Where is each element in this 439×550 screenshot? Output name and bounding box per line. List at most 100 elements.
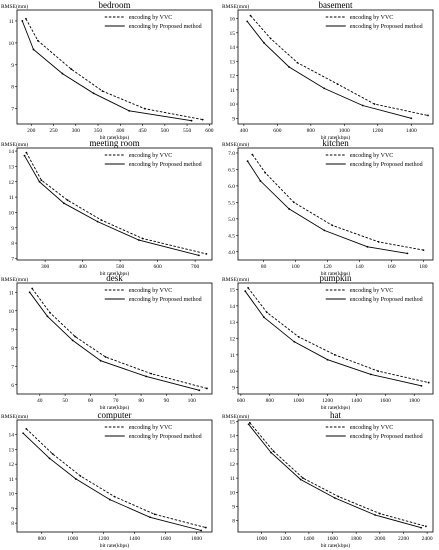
legend-entry: encoding by VVC (129, 288, 173, 294)
data-point (197, 254, 200, 257)
y-tick-label: 10 (9, 492, 15, 498)
data-point (96, 220, 99, 223)
series-line-proposed (22, 432, 202, 531)
x-tick-label: 1600 (160, 536, 171, 542)
x-axis-label: bit rate(kbps) (100, 270, 130, 277)
data-point (337, 495, 340, 498)
data-point (61, 72, 64, 75)
x-tick-label: 1400 (303, 536, 314, 542)
y-tick-label: 9 (232, 116, 235, 122)
data-point (190, 119, 193, 122)
data-point (333, 353, 336, 356)
data-point (251, 153, 254, 156)
plot-frame (16, 147, 213, 261)
data-point (62, 202, 65, 205)
data-point (249, 14, 252, 17)
y-tick-label: 10 (230, 102, 236, 108)
chart-title: desk (106, 273, 123, 283)
x-tick-label: 550 (183, 128, 192, 134)
data-point (143, 107, 146, 110)
x-tick-label: 1000 (256, 536, 267, 542)
legend-entry: encoding by Proposed method (129, 162, 202, 168)
x-axis-label: bit rate(kbps) (321, 270, 351, 277)
x-tick-label: 100 (188, 398, 197, 404)
y-tick-label: 12 (230, 74, 236, 80)
legend-entry: encoding by VVC (350, 425, 394, 431)
y-axis-label: RMSE(mm) (222, 141, 249, 148)
x-tick-label: 90 (164, 398, 170, 404)
x-tick-label: 600 (154, 264, 163, 270)
data-point (288, 66, 290, 68)
series-line-proposed (21, 20, 192, 122)
series-line-proposed (248, 424, 422, 529)
data-point (263, 316, 265, 319)
legend-entry: encoding by VVC (129, 15, 173, 21)
y-tick-label: 8 (232, 519, 235, 525)
legend-entry: encoding by Proposed method (129, 24, 202, 30)
x-tick-label: 400 (116, 128, 125, 134)
x-tick-label: 500 (161, 128, 170, 134)
data-point (326, 358, 329, 361)
data-point (153, 513, 156, 516)
y-tick-label: 5.5 (228, 200, 235, 206)
chart-panel-hat: hat RMSE(mm) bit rate(kbps) 1000 1200 1400 160… (222, 410, 434, 549)
x-tick-label: 300 (72, 128, 81, 134)
series-line-proposed (244, 290, 422, 387)
x-axis-label: bit rate(kbps) (100, 404, 130, 411)
chart-panel-kitchen: kitchen RMSE(mm) bit rate(kbps) 80 100 120 140… (222, 138, 434, 277)
x-tick-label: 400 (79, 264, 88, 270)
data-point (99, 359, 102, 362)
legend-entry: encoding by VVC (129, 425, 173, 431)
data-point (198, 389, 201, 392)
x-tick-label: 500 (116, 264, 125, 270)
x-tick-label: 100 (291, 264, 300, 270)
legend-entry: encoding by Proposed method (350, 297, 423, 303)
plot-frame (237, 419, 434, 533)
x-axis-label: bit rate(kbps) (321, 542, 351, 549)
data-point (296, 61, 299, 64)
y-axis-label: RMSE(mm) (1, 276, 28, 283)
series-line-vvc (25, 428, 206, 529)
x-tick-label: 2200 (398, 536, 409, 542)
y-tick-label: 14 (230, 45, 236, 51)
y-tick-label: 10 (230, 369, 236, 375)
data-point (145, 375, 148, 378)
data-point (293, 340, 296, 343)
legend-entry: encoding by VVC (350, 15, 394, 21)
data-point (104, 356, 107, 358)
x-axis-label: bit rate(kbps) (321, 134, 351, 141)
data-point (265, 311, 268, 314)
data-point (366, 245, 369, 248)
series-line-vvc (25, 18, 203, 121)
data-point (247, 423, 250, 426)
x-tick-label: 1000 (67, 536, 78, 542)
data-point (204, 526, 207, 529)
x-tick-label: 60 (88, 398, 94, 404)
x-tick-label: 1000 (293, 398, 304, 404)
series-line-vvc (31, 288, 208, 389)
data-point (373, 103, 376, 105)
y-axis-label: RMSE(mm) (222, 413, 249, 420)
chart-panel-basement: basement RMSE(mm) bit rate(kbps) 400 600 800 1… (222, 0, 434, 141)
y-axis-label: RMSE(mm) (1, 3, 28, 10)
data-point (74, 335, 77, 338)
x-axis-label: bit rate(kbps) (100, 134, 130, 141)
data-point (420, 526, 423, 529)
x-tick-label: 180 (419, 264, 428, 270)
x-tick-label: 1600 (327, 536, 338, 542)
x-tick-label: 800 (307, 128, 316, 134)
data-point (263, 41, 265, 44)
x-tick-label: 200 (27, 128, 36, 134)
data-point (336, 83, 339, 85)
y-tick-label: 11 (9, 195, 15, 201)
x-tick-label: 160 (387, 264, 396, 270)
y-tick-label: 14 (230, 304, 236, 310)
chart-panel-meeting-room: meeting room RMSE(mm) bit rate(kbps) 300 400… (1, 138, 213, 277)
plot-frame (16, 419, 213, 533)
y-tick-label: 9 (232, 385, 235, 391)
data-point (92, 92, 95, 95)
data-point (377, 370, 380, 373)
y-tick-label: 8 (11, 241, 14, 247)
x-tick-label: 1800 (191, 536, 202, 542)
y-tick-label: 10 (9, 210, 15, 216)
